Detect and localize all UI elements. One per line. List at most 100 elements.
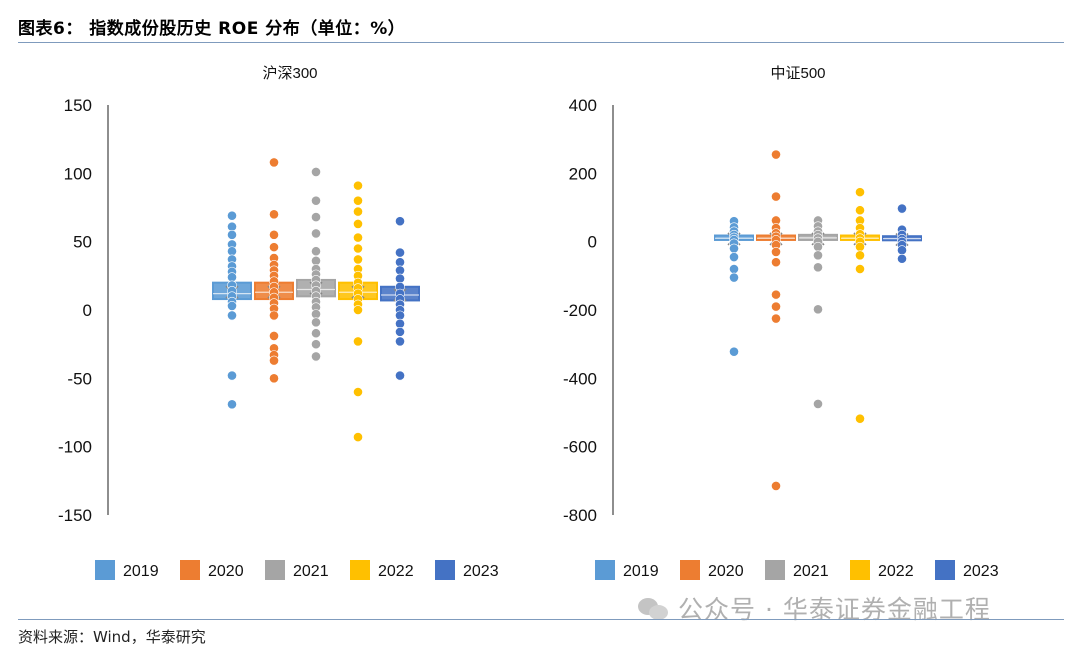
y-tick-label: -100 [58,438,92,457]
point-2023 [897,253,907,264]
wechat-icon [636,594,670,622]
legend-swatch-2023 [435,560,455,580]
point-2020 [771,191,781,202]
legend-label-2022: 2022 [378,563,414,580]
legend-swatch-2021 [265,560,285,580]
point-2021 [311,317,321,328]
point-2023 [897,203,907,214]
point-2020 [771,313,781,324]
point-2021 [311,212,321,222]
point-2019 [227,246,237,257]
legend-swatch-2023 [935,560,955,580]
y-tick-label: 200 [569,164,597,183]
point-2019 [227,210,237,221]
series-2021 [798,215,838,409]
legend-swatch-2019 [95,560,115,580]
point-2021 [311,167,321,177]
point-2019 [227,229,237,240]
point-2022 [855,241,865,252]
point-2022 [353,180,363,191]
y-tick-label: -600 [563,438,597,457]
series-2019 [714,216,754,357]
point-2021 [311,228,321,239]
legend-label-2023: 2023 [463,563,499,580]
point-2021 [813,250,823,261]
y-tick-label: -400 [563,369,597,388]
legend-label-2020: 2020 [208,563,244,580]
point-2019 [227,221,237,232]
point-2019 [729,272,739,283]
y-tick-label: 150 [64,96,92,115]
y-tick-label: -800 [563,506,597,525]
point-2023 [395,216,405,227]
point-2020 [771,247,781,257]
watermark-text: 公众号 · 华泰证券金融工程 [678,595,991,624]
point-2021 [311,309,321,319]
y-tick-label: 50 [73,233,92,252]
point-2022 [353,305,363,315]
y-tick-label: 0 [588,233,597,252]
series-2022 [338,180,378,442]
source-note: 资料来源：Wind，华泰研究 [18,628,206,646]
point-2022 [353,432,363,442]
point-2020 [269,229,279,240]
point-2019 [729,264,739,274]
point-2019 [227,370,237,381]
point-2022 [353,254,363,265]
point-2021 [813,399,823,409]
point-2021 [311,351,321,362]
point-2022 [353,218,363,229]
point-2020 [269,310,279,321]
series-2020 [756,149,796,491]
point-2023 [395,257,405,268]
series-2021 [296,167,336,362]
point-2023 [897,245,907,256]
footer-divider [18,619,1064,620]
point-2019 [227,310,237,321]
point-2020 [269,157,279,168]
point-2020 [269,242,279,253]
point-2020 [771,257,781,268]
point-2020 [269,355,279,366]
figure-title: 图表6： 指数成份股历史 ROE 分布（单位：%） [18,19,406,39]
point-2023 [395,318,405,329]
legend-swatch-2021 [765,560,785,580]
point-2020 [269,373,279,384]
legend-label-2021: 2021 [293,563,329,580]
point-2019 [227,272,237,283]
point-2021 [813,241,823,252]
point-2021 [311,339,321,350]
legend-label-2020: 2020 [708,563,744,580]
point-2022 [353,387,363,397]
y-tick-label: 400 [569,96,597,115]
legend-label-2019: 2019 [623,563,659,580]
point-2020 [771,289,781,300]
point-2022 [855,413,865,424]
legend-swatch-2022 [850,560,870,580]
legend-label-2022: 2022 [878,563,914,580]
chart-hs300: 沪深300 150 100 50 0 -50 -100 -150 2019 2020 2021 202… [58,65,499,580]
point-2023 [395,273,405,284]
point-2022 [353,206,363,217]
point-2019 [729,346,739,357]
series-2019 [212,210,252,410]
legend-swatch-2020 [180,560,200,580]
legend-swatch-2022 [350,560,370,580]
watermark: 公众号 · 华泰证券金融工程 [636,590,991,626]
point-2021 [311,328,321,339]
point-2022 [353,243,363,254]
point-2019 [227,399,237,410]
y-tick-label: -200 [563,301,597,320]
series-2023 [882,203,922,264]
legend-swatch-2019 [595,560,615,580]
point-2023 [395,265,405,276]
point-2023 [395,247,405,258]
point-2021 [813,304,823,315]
point-2019 [729,252,739,262]
y-tick-label: 0 [83,301,92,320]
point-2022 [353,232,363,243]
point-2020 [269,209,279,220]
point-2023 [395,310,405,321]
point-2021 [311,255,321,266]
point-2021 [813,262,823,273]
